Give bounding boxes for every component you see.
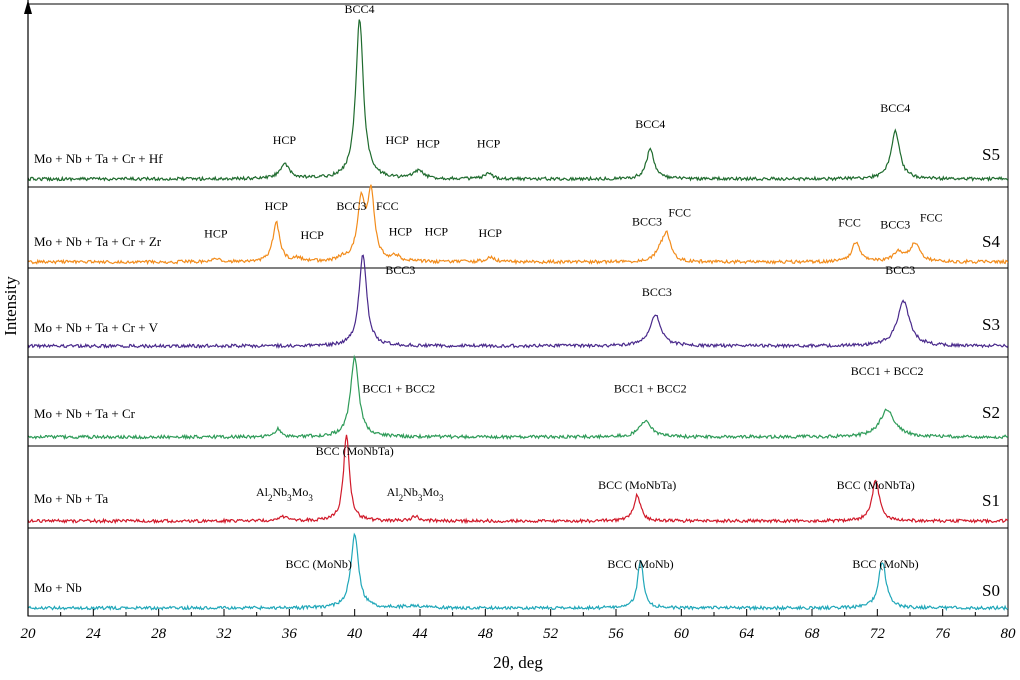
peak-label: HCP xyxy=(273,133,297,147)
y-axis-arrow-icon xyxy=(24,0,32,14)
trace-s3 xyxy=(28,254,1008,350)
diffraction-traces xyxy=(28,19,1008,612)
peak-label: HCP xyxy=(416,136,440,150)
peak-label: BCC (MoNbTa) xyxy=(837,478,915,492)
x-tick-label: 32 xyxy=(216,626,233,642)
peak-label: HCP xyxy=(265,199,289,213)
peak-label: BCC4 xyxy=(345,2,375,16)
sample-panels xyxy=(27,3,1009,617)
peak-label: Al2Nb3Mo3 xyxy=(256,485,313,503)
trace-s5 xyxy=(28,19,1008,183)
composition-label-s1: Mo + Nb + Ta xyxy=(34,491,108,506)
y-axis-title: Intensity xyxy=(1,276,20,336)
x-tick-label: 36 xyxy=(281,626,298,642)
axes: 20 24 28 32 36 40 44 48 52 56 60 64 68 72 76 80 xyxy=(21,0,1017,642)
composition-label-s4: Mo + Nb + Ta + Cr + Zr xyxy=(34,234,162,249)
x-tick-label: 72 xyxy=(870,626,886,642)
peak-label: FCC xyxy=(376,199,399,213)
peak-label: BCC3 xyxy=(880,217,910,231)
peak-label: Al2Nb3Mo3 xyxy=(387,485,444,503)
x-tick-label: 68 xyxy=(805,626,821,642)
peak-label: HCP xyxy=(479,226,503,240)
trace-s2 xyxy=(28,354,1008,441)
x-axis-title: 2θ, deg xyxy=(493,653,543,672)
x-tick-label: 76 xyxy=(935,626,951,642)
peak-label: BCC3 xyxy=(642,285,672,299)
composition-label-s2: Mo + Nb + Ta + Cr xyxy=(34,406,136,421)
peak-label: HCP xyxy=(301,228,325,242)
sample-label-s4: S4 xyxy=(982,232,1000,251)
x-tick-label: 64 xyxy=(739,626,755,642)
plot-frame xyxy=(27,3,1009,617)
sample-label-s5: S5 xyxy=(982,145,1000,164)
x-tick-label: 44 xyxy=(413,626,429,642)
trace-s4 xyxy=(28,184,1008,266)
trace-s1 xyxy=(28,434,1008,525)
peak-label: FCC xyxy=(838,215,861,229)
peak-label: FCC xyxy=(668,205,691,219)
peak-label: HCP xyxy=(425,225,449,239)
peak-label: BCC (MoNbTa) xyxy=(316,444,394,458)
peak-label: BCC3 xyxy=(885,263,915,277)
x-tick-label: 20 xyxy=(21,626,37,642)
x-tick-label: 28 xyxy=(151,626,167,642)
peak-label: BCC1 + BCC2 xyxy=(614,382,687,396)
x-tick-label: 56 xyxy=(609,626,625,642)
peak-label: FCC xyxy=(920,211,943,225)
peak-label: BCC4 xyxy=(635,117,665,131)
peak-label: BCC (MoNb) xyxy=(607,557,673,571)
peak-label: BCC (MoNbTa) xyxy=(598,478,676,492)
composition-label-s5: Mo + Nb + Ta + Cr + Hf xyxy=(34,151,163,166)
peak-annotations: Mo + Nb + Ta + Cr + Hf S5 BCC4 HCP HCP HCP HCP… xyxy=(34,2,1000,600)
peak-label: HCP xyxy=(477,136,501,150)
peak-label: BCC3 xyxy=(632,215,662,229)
x-tick-label: 48 xyxy=(478,626,494,642)
sample-label-s1: S1 xyxy=(982,491,1000,510)
trace-s0 xyxy=(28,532,1008,612)
peak-label: BCC3 xyxy=(336,199,366,213)
x-tick-label: 80 xyxy=(1001,626,1017,642)
x-tick-label: 60 xyxy=(674,626,690,642)
composition-label-s0: Mo + Nb xyxy=(34,580,82,595)
peak-label: HCP xyxy=(204,227,228,241)
peak-label: BCC1 + BCC2 xyxy=(362,382,435,396)
peak-label: HCP xyxy=(389,225,413,239)
peak-label: BCC4 xyxy=(880,101,910,115)
peak-label: BCC (MoNb) xyxy=(852,557,918,571)
composition-label-s3: Mo + Nb + Ta + Cr + V xyxy=(34,320,159,335)
peak-label: BCC (MoNb) xyxy=(286,557,352,571)
x-tick-label: 40 xyxy=(347,626,363,642)
x-tick-label: 24 xyxy=(86,626,102,642)
sample-label-s2: S2 xyxy=(982,403,1000,422)
sample-label-s3: S3 xyxy=(982,315,1000,334)
peak-label: BCC3 xyxy=(385,263,415,277)
sample-label-s0: S0 xyxy=(982,581,1000,600)
peak-label: BCC1 + BCC2 xyxy=(851,364,924,378)
peak-label: HCP xyxy=(385,133,409,147)
x-tick-label: 52 xyxy=(543,626,559,642)
